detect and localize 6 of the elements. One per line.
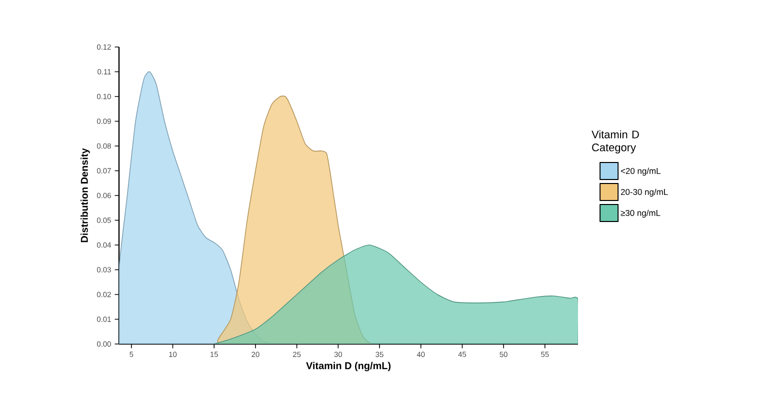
- y-axis-title: Distribution Density: [80, 148, 90, 242]
- legend-label: ≥30 ng/mL: [620, 210, 660, 218]
- legend-label: 20-30 ng/mL: [620, 188, 668, 197]
- legend-label: <20 ng/mL: [620, 168, 660, 176]
- legend-title: Vitamin D Category: [592, 130, 639, 154]
- x-axis-title: Vitamin D (ng/mL): [306, 362, 391, 372]
